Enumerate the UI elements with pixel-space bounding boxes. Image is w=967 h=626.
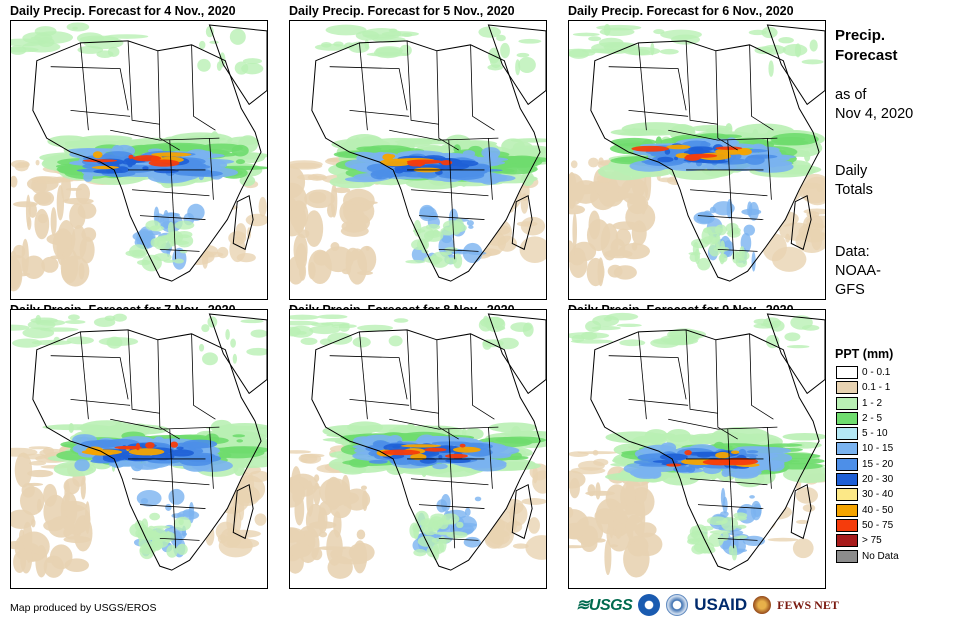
fewsnet-globe-icon [753, 596, 772, 614]
map-panel-2 [289, 20, 547, 300]
africa-map [11, 22, 267, 292]
agency-logos: ≋USGS USAID FEWS NET [576, 594, 839, 616]
legend-label: No Data [862, 550, 899, 562]
map-panel-3 [568, 20, 826, 300]
usgs-logo: ≋USGS [576, 597, 633, 614]
legend-label: 0.1 - 1 [862, 382, 891, 394]
noaa-seal-icon [638, 594, 661, 616]
legend-swatch [836, 488, 858, 502]
legend-label: 30 - 40 [862, 489, 894, 501]
legend-label: 2 - 5 [862, 412, 883, 424]
panel-title: Daily Precip. Forecast for 4 Nov., 2020 [10, 4, 236, 18]
legend-swatch [836, 549, 858, 563]
legend-label: 1 - 2 [862, 397, 883, 409]
map-panel-5 [289, 309, 547, 589]
legend-swatch [836, 427, 858, 441]
legend-label: 10 - 15 [862, 443, 894, 455]
africa-map [290, 24, 546, 285]
legend-swatch [836, 473, 858, 487]
usaid-seal-icon [666, 594, 689, 616]
legend-swatch [836, 534, 858, 548]
legend-swatch [836, 381, 858, 395]
legend-swatch [836, 457, 858, 471]
legend-swatch [836, 503, 858, 517]
totals-note: Daily Totals [835, 163, 873, 198]
legend-swatch [836, 366, 858, 379]
legend-swatch [836, 442, 858, 456]
legend-label: 5 - 10 [862, 428, 888, 440]
africa-map [569, 23, 825, 287]
panel-title: Daily Precip. Forecast for 5 Nov., 2020 [289, 4, 515, 18]
map-panel-4 [10, 309, 268, 589]
africa-map [290, 313, 546, 579]
legend-label: 0 - 0.1 [862, 367, 891, 378]
africa-map [569, 312, 825, 578]
legend-title: PPT (mm) [835, 347, 894, 361]
as-of-date: as of Nov 4, 2020 [835, 87, 914, 122]
map-credit: Map produced by USGS/EROS [10, 602, 157, 614]
legend-label: 40 - 50 [862, 504, 894, 516]
map-panel-1 [10, 20, 268, 300]
legend-swatch [836, 411, 858, 425]
legend-swatch [836, 396, 858, 410]
africa-map [11, 313, 267, 578]
forecast-heading: Precip. Forecast [835, 27, 898, 64]
panel-title: Daily Precip. Forecast for 6 Nov., 2020 [568, 4, 794, 18]
legend-label: 20 - 30 [862, 474, 894, 486]
fewsnet-logo: FEWS NET [777, 597, 839, 612]
data-source: Data: NOAA- GFS [835, 244, 881, 298]
legend-label: 15 - 20 [862, 458, 894, 470]
legend-label: > 75 [862, 535, 882, 547]
map-panel-6 [568, 309, 826, 589]
usaid-logo: USAID [694, 595, 748, 614]
legend-swatch [836, 518, 858, 532]
legend-label: 50 - 75 [862, 519, 894, 531]
